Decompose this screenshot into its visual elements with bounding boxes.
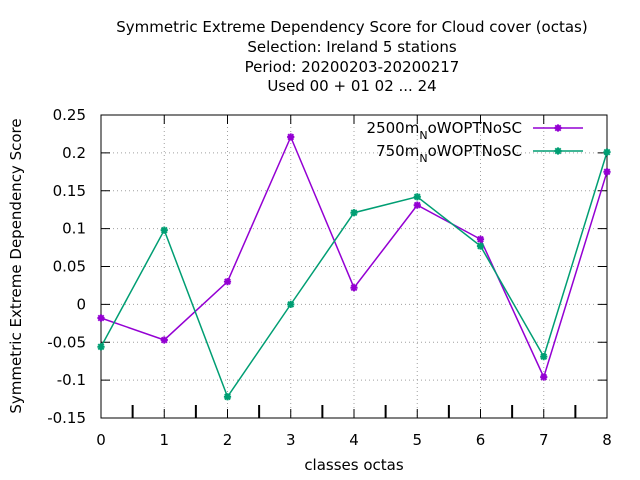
- series-1-point: [476, 235, 485, 243]
- series-1-point: [97, 314, 105, 322]
- legend-label-main: 750m: [376, 142, 419, 160]
- y-tick-label: 0.05: [53, 258, 86, 276]
- x-tick-label: 4: [349, 431, 359, 449]
- series-layer: [97, 133, 611, 401]
- series-1-point-dot: [288, 134, 293, 139]
- y-axis-label: Symmetric Extreme Dependency Score: [7, 118, 25, 413]
- series-1-point: [160, 336, 168, 344]
- y-tick-label: 0.2: [62, 144, 86, 162]
- legend-label-1: 2500mNoWOPTNoSC: [367, 119, 522, 142]
- series-1-point-dot: [415, 203, 420, 208]
- series-2-point: [287, 300, 295, 308]
- series-2-point: [223, 393, 232, 401]
- series-2-point-dot: [415, 194, 420, 199]
- x-tick-label: 8: [602, 431, 612, 449]
- legend-label-sub: N: [419, 129, 427, 142]
- title-line-2: Selection: Ireland 5 stations: [247, 38, 457, 56]
- series-1-point-dot: [605, 169, 609, 174]
- series-1-point-dot: [99, 316, 103, 321]
- series-1-point: [413, 201, 421, 209]
- series-2-point: [603, 148, 611, 156]
- x-axis-label: classes octas: [304, 456, 404, 474]
- y-tick-label: -0.15: [47, 409, 86, 427]
- x-tick-label: 0: [96, 431, 106, 449]
- title-line-1: Symmetric Extreme Dependency Score for C…: [116, 18, 587, 36]
- y-tick-label: -0.1: [57, 371, 86, 389]
- series-1-point-dot: [162, 337, 167, 342]
- series-2-point: [350, 209, 358, 217]
- series-1-line: [100, 135, 608, 380]
- series-2-point: [413, 193, 421, 201]
- x-tick-label: 7: [539, 431, 549, 449]
- chart-title: Symmetric Extreme Dependency Score for C…: [116, 18, 587, 95]
- tick-labels: 0 1 2 3 4 5 6 7 8 -0.15 -0.1 -0.05 0 0.05 0.1 0.15 0.2 0.…: [47, 106, 612, 449]
- series-2-point: [160, 226, 168, 234]
- axis-ticks: [100, 114, 608, 419]
- plot-border: [100, 114, 608, 419]
- x-tick-label: 5: [412, 431, 422, 449]
- series-1-point: [223, 278, 232, 286]
- series-1-point: [603, 168, 611, 176]
- series-1-point: [287, 133, 295, 141]
- title-line-4: Used 00 + 01 02 ... 24: [267, 77, 436, 95]
- series-1-point-dot: [541, 375, 546, 380]
- legend-label-sub: N: [419, 152, 427, 165]
- x-tick-label: 3: [286, 431, 296, 449]
- series-2-point: [476, 242, 485, 250]
- legend-marker-1: [554, 124, 562, 132]
- legend-label-2: 750mNoWOPTNoSC: [376, 142, 522, 165]
- legend-label-rest: oWOPTNoSC: [428, 119, 522, 137]
- y-tick-label: 0.1: [62, 220, 86, 238]
- series-1-point-dot: [478, 237, 483, 242]
- y-tick-label: 0: [76, 295, 86, 313]
- grid: [101, 115, 607, 418]
- series-2-point-dot: [352, 210, 356, 215]
- series-2-point-dot: [605, 150, 609, 155]
- series-2-point-dot: [99, 344, 103, 349]
- series-1-point: [540, 373, 548, 381]
- series-2-point-dot: [541, 354, 546, 359]
- series-2-point-dot: [478, 244, 483, 249]
- series-1-point-dot: [225, 279, 230, 284]
- series-1-point: [350, 284, 358, 292]
- series-2-point-dot: [162, 228, 167, 233]
- x-tick-label: 1: [159, 431, 169, 449]
- series-1-point-dot: [352, 285, 356, 290]
- x-tick-label: 6: [476, 431, 486, 449]
- legend-marker-1-dot: [556, 126, 560, 130]
- legend-label-main: 2500m: [367, 119, 420, 137]
- y-tick-label: -0.05: [47, 333, 86, 351]
- y-tick-label: 0.25: [53, 106, 86, 124]
- legend-marker-2-dot: [556, 149, 560, 153]
- series-2-point-dot: [225, 394, 230, 399]
- x-tick-label: 2: [223, 431, 233, 449]
- series-2-point: [540, 353, 548, 361]
- legend-label-rest: oWOPTNoSC: [428, 142, 522, 160]
- title-line-3: Period: 20200203-20200217: [245, 58, 460, 76]
- series-2-point-dot: [288, 302, 293, 307]
- y-tick-label: 0.15: [53, 182, 86, 200]
- series-2-line: [100, 151, 608, 399]
- series-2-point: [97, 343, 105, 351]
- legend-marker-2: [554, 147, 562, 155]
